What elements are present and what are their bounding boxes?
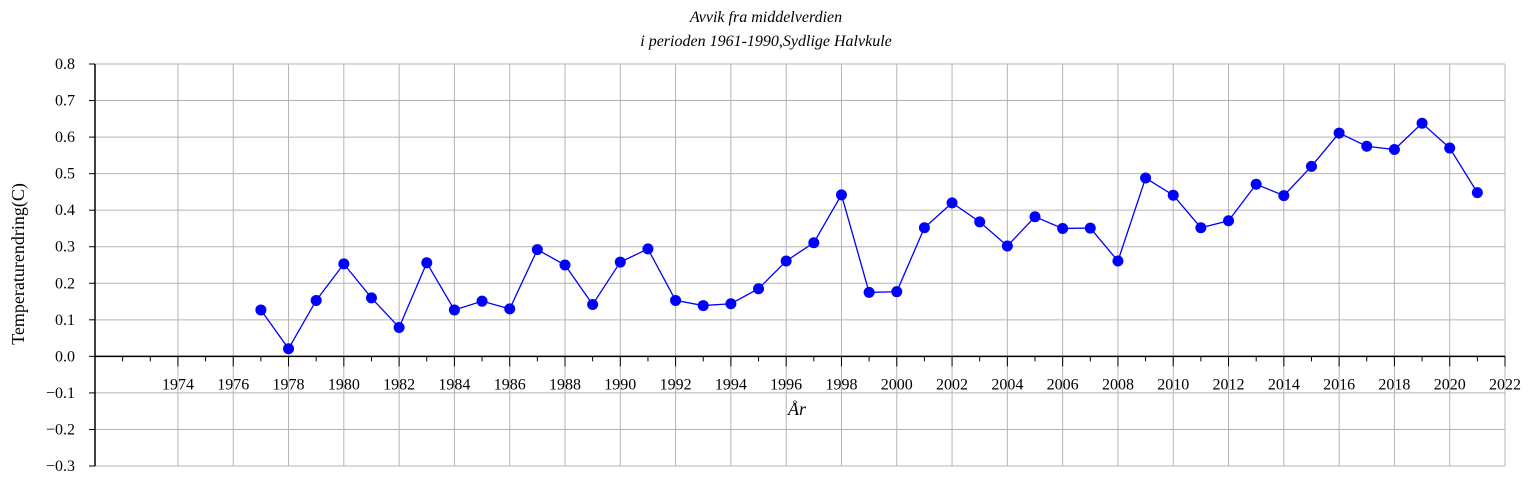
y-tick-label: 0.8	[55, 56, 75, 73]
data-point	[421, 257, 433, 269]
y-tick-label: −0.2	[46, 421, 75, 438]
data-point	[725, 298, 737, 310]
x-tick-label: 2000	[881, 376, 913, 393]
data-point	[310, 294, 322, 306]
data-point	[697, 300, 709, 312]
x-tick-label: 2018	[1378, 376, 1410, 393]
x-tick-label: 1984	[438, 376, 470, 393]
x-tick-label: 2012	[1213, 376, 1245, 393]
data-point	[1057, 222, 1069, 234]
data-point	[946, 197, 958, 209]
data-point	[1444, 142, 1456, 154]
y-tick-label: 0.5	[55, 166, 75, 183]
data-point	[1140, 172, 1152, 184]
data-point	[642, 243, 654, 255]
y-axis-title: Temperaturendring(C)	[8, 183, 29, 345]
data-point	[835, 189, 847, 201]
data-point	[1250, 178, 1262, 190]
data-point	[338, 258, 350, 270]
chart-title-line-2: i perioden 1961-1990,Sydlige Halvkule	[640, 33, 892, 50]
x-tick-label: 1988	[549, 376, 581, 393]
data-point	[1388, 144, 1400, 156]
x-tick-label: 1980	[328, 376, 360, 393]
tick-labels: −0.3 −0.2 −0.1 0.0 0.1 0.2 0.3 0.4 0.5 0.6 0.7 0.8 1…	[46, 56, 1521, 475]
x-tick-label: 1974	[162, 376, 194, 393]
data-point	[393, 321, 405, 333]
data-point	[1029, 211, 1041, 223]
data-point	[1361, 140, 1373, 152]
x-tick-label: 1992	[660, 376, 692, 393]
data-point	[1471, 187, 1483, 199]
data-point	[1278, 190, 1290, 202]
data-point	[1112, 255, 1124, 267]
data-point	[753, 283, 765, 295]
x-tick-label: 1996	[770, 376, 802, 393]
data-point	[974, 216, 986, 228]
y-tick-label: 0.3	[55, 239, 75, 256]
data-point	[448, 304, 460, 316]
y-tick-label: 0.6	[55, 129, 75, 146]
x-axis-title: År	[787, 399, 807, 419]
grid	[95, 63, 1506, 467]
y-tick-label: 0.7	[55, 93, 75, 110]
x-tick-label: 2008	[1102, 376, 1134, 393]
data-point	[559, 259, 571, 271]
data-point	[504, 303, 516, 315]
x-tick-label: 1994	[715, 376, 747, 393]
x-tick-label: 2004	[991, 376, 1023, 393]
series-line	[260, 122, 1478, 350]
x-tick-label: 1990	[604, 376, 636, 393]
axes	[89, 63, 1506, 467]
x-tick-label: 2006	[1047, 376, 1079, 393]
x-tick-label: 1978	[273, 376, 305, 393]
chart-title-line-1: Avvik fra middelverdien	[689, 9, 842, 26]
data-point	[1084, 222, 1096, 234]
data-point	[670, 294, 682, 306]
data-point	[1001, 240, 1013, 252]
y-tick-label: 0.1	[55, 312, 75, 329]
data-point	[780, 255, 792, 267]
series-line-path	[260, 122, 1478, 350]
x-tick-label: 2002	[936, 376, 968, 393]
x-tick-label: 1986	[494, 376, 526, 393]
data-point	[1223, 215, 1235, 227]
data-point	[1416, 117, 1428, 129]
y-tick-label: 0.0	[55, 348, 75, 365]
y-tick-label: −0.3	[46, 458, 75, 475]
data-points	[255, 117, 1483, 355]
x-tick-label: 2016	[1323, 376, 1355, 393]
data-point	[1167, 189, 1179, 201]
data-point	[283, 343, 295, 355]
data-point	[891, 286, 903, 298]
x-tick-label: 1976	[217, 376, 249, 393]
data-point	[614, 256, 626, 268]
data-point	[1195, 222, 1207, 234]
x-tick-label: 1982	[383, 376, 415, 393]
data-point	[365, 292, 377, 304]
x-tick-label: 2022	[1489, 376, 1521, 393]
x-tick-label: 1998	[825, 376, 857, 393]
x-tick-label: 2020	[1434, 376, 1466, 393]
data-point	[587, 298, 599, 310]
data-point	[863, 286, 875, 298]
data-point	[531, 244, 543, 256]
y-tick-label: −0.1	[46, 385, 75, 402]
data-point	[918, 222, 930, 234]
data-point	[255, 304, 267, 316]
data-point	[1305, 160, 1317, 172]
x-tick-label: 2014	[1268, 376, 1300, 393]
data-point	[808, 237, 820, 249]
y-tick-label: 0.2	[55, 275, 75, 292]
data-point	[476, 295, 488, 307]
data-point	[1333, 127, 1345, 139]
y-tick-label: 0.4	[55, 202, 75, 219]
x-tick-label: 2010	[1157, 376, 1189, 393]
